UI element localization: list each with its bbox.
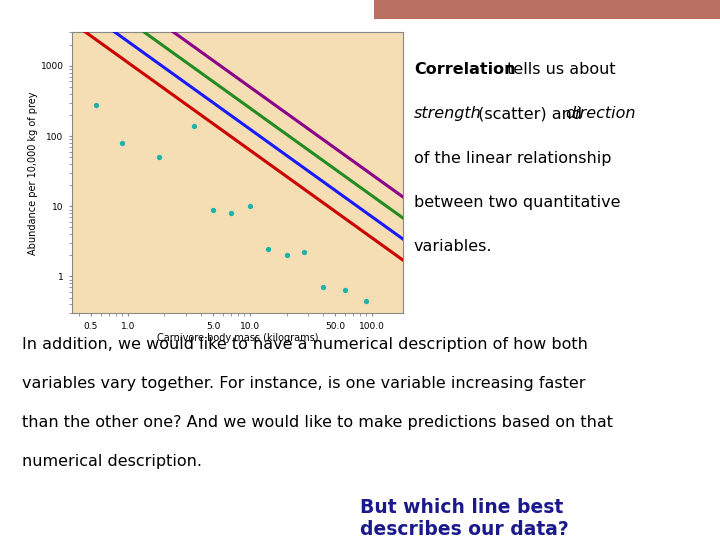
Text: strength: strength: [414, 106, 482, 122]
Text: Correlation: Correlation: [414, 62, 516, 77]
Text: numerical description.: numerical description.: [22, 454, 202, 469]
X-axis label: Carnivore body mass (kilograms): Carnivore body mass (kilograms): [157, 333, 318, 343]
Text: But which line best
describes our data?: But which line best describes our data?: [360, 498, 569, 539]
Text: (scatter) and: (scatter) and: [473, 106, 588, 122]
Text: In addition, we would like to have a numerical description of how both: In addition, we would like to have a num…: [22, 338, 588, 353]
Text: tells us about: tells us about: [502, 62, 616, 77]
Point: [281, 251, 292, 260]
Point: [244, 202, 256, 211]
Point: [153, 153, 165, 161]
Point: [189, 122, 200, 130]
Point: [31, 44, 42, 52]
Text: direction: direction: [565, 106, 636, 122]
Y-axis label: Abundance per 10,000 kg of prey: Abundance per 10,000 kg of prey: [28, 91, 38, 254]
Point: [117, 139, 128, 147]
Point: [339, 285, 351, 294]
Point: [55, 93, 66, 102]
Bar: [374, 0, 720, 19]
Point: [225, 209, 237, 218]
Point: [207, 205, 219, 214]
Point: [380, 321, 392, 330]
Point: [299, 248, 310, 257]
Text: variables.: variables.: [414, 239, 492, 254]
Point: [318, 283, 329, 292]
Text: than the other one? And we would like to make predictions based on that: than the other one? And we would like to…: [22, 415, 613, 430]
Point: [361, 296, 372, 305]
Text: variables vary together. For instance, is one variable increasing faster: variables vary together. For instance, i…: [22, 376, 585, 392]
Text: of the linear relationship: of the linear relationship: [414, 151, 611, 166]
Point: [90, 100, 102, 109]
Text: between two quantitative: between two quantitative: [414, 195, 621, 210]
Point: [262, 244, 274, 253]
